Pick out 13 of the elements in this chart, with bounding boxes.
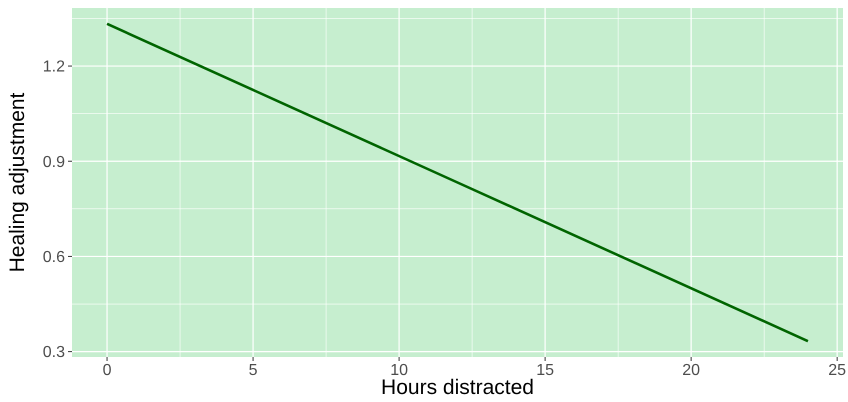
y-tick-label: 0.6 <box>42 249 66 266</box>
x-tick-label: 5 <box>248 362 258 379</box>
x-tick-label: 20 <box>682 362 700 379</box>
y-axis-title: Healing adjustment <box>6 92 29 272</box>
y-tick-label: 1.2 <box>42 58 66 76</box>
y-tick-label: 0.3 <box>42 344 66 362</box>
x-axis-title: Hours distracted <box>381 376 534 399</box>
x-tick-label: 15 <box>536 362 554 379</box>
line-series <box>106 22 810 342</box>
x-tick-label: 10 <box>390 362 408 379</box>
x-tick-label: 25 <box>828 362 846 379</box>
x-tick-label: 0 <box>102 362 112 379</box>
y-tick-label: 0.9 <box>42 154 66 171</box>
